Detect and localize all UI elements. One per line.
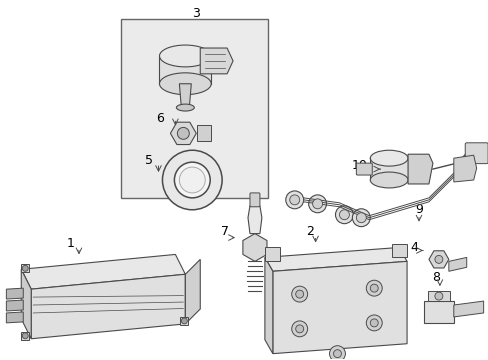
Circle shape xyxy=(285,191,303,209)
Polygon shape xyxy=(247,206,262,234)
Ellipse shape xyxy=(369,172,407,188)
Polygon shape xyxy=(6,312,23,323)
Circle shape xyxy=(289,195,299,205)
Bar xyxy=(264,247,279,261)
Circle shape xyxy=(434,255,442,264)
Polygon shape xyxy=(21,255,185,289)
Bar xyxy=(159,56,211,84)
Circle shape xyxy=(174,162,210,198)
Circle shape xyxy=(308,195,326,213)
Text: 2: 2 xyxy=(305,225,313,238)
Polygon shape xyxy=(453,301,483,317)
Ellipse shape xyxy=(369,150,407,166)
Polygon shape xyxy=(200,48,233,74)
Circle shape xyxy=(295,290,303,298)
Polygon shape xyxy=(264,257,272,354)
Circle shape xyxy=(369,284,377,292)
Ellipse shape xyxy=(176,104,194,111)
Circle shape xyxy=(339,210,349,220)
Ellipse shape xyxy=(159,73,211,95)
Polygon shape xyxy=(448,257,466,271)
Polygon shape xyxy=(6,300,23,311)
Text: 6: 6 xyxy=(156,112,164,125)
Circle shape xyxy=(333,350,341,357)
Polygon shape xyxy=(264,247,406,271)
Ellipse shape xyxy=(159,45,211,67)
Circle shape xyxy=(366,315,382,331)
Polygon shape xyxy=(272,261,406,354)
Bar xyxy=(427,291,449,301)
Polygon shape xyxy=(407,154,432,184)
FancyBboxPatch shape xyxy=(249,193,260,207)
Text: 4: 4 xyxy=(409,241,417,254)
Circle shape xyxy=(369,319,377,327)
Circle shape xyxy=(312,199,322,209)
Text: 7: 7 xyxy=(221,225,229,238)
Bar xyxy=(21,264,29,272)
Circle shape xyxy=(162,150,222,210)
Polygon shape xyxy=(6,288,23,299)
Circle shape xyxy=(434,292,442,300)
Text: 9: 9 xyxy=(414,203,422,216)
Circle shape xyxy=(366,280,382,296)
Circle shape xyxy=(335,206,353,224)
Circle shape xyxy=(291,286,307,302)
Text: 8: 8 xyxy=(431,271,439,284)
Polygon shape xyxy=(21,269,31,339)
Bar xyxy=(180,317,188,325)
Circle shape xyxy=(181,318,187,324)
FancyBboxPatch shape xyxy=(356,163,371,175)
Bar xyxy=(369,158,407,180)
Circle shape xyxy=(22,333,28,339)
Circle shape xyxy=(177,127,189,139)
Bar xyxy=(21,332,29,340)
Circle shape xyxy=(291,321,307,337)
Bar xyxy=(391,243,406,257)
Circle shape xyxy=(356,213,366,223)
FancyBboxPatch shape xyxy=(464,143,487,164)
Polygon shape xyxy=(197,125,211,141)
Text: 3: 3 xyxy=(192,7,200,20)
Polygon shape xyxy=(453,155,476,182)
Polygon shape xyxy=(31,274,185,339)
Polygon shape xyxy=(179,84,191,108)
Text: 5: 5 xyxy=(144,154,152,167)
Bar xyxy=(423,301,453,323)
Text: 10: 10 xyxy=(351,159,366,172)
Polygon shape xyxy=(185,260,200,324)
Circle shape xyxy=(22,265,28,271)
Circle shape xyxy=(352,209,369,227)
Circle shape xyxy=(329,346,345,360)
Circle shape xyxy=(295,325,303,333)
Bar xyxy=(121,19,267,198)
Text: 1: 1 xyxy=(67,237,75,250)
Circle shape xyxy=(179,167,205,193)
